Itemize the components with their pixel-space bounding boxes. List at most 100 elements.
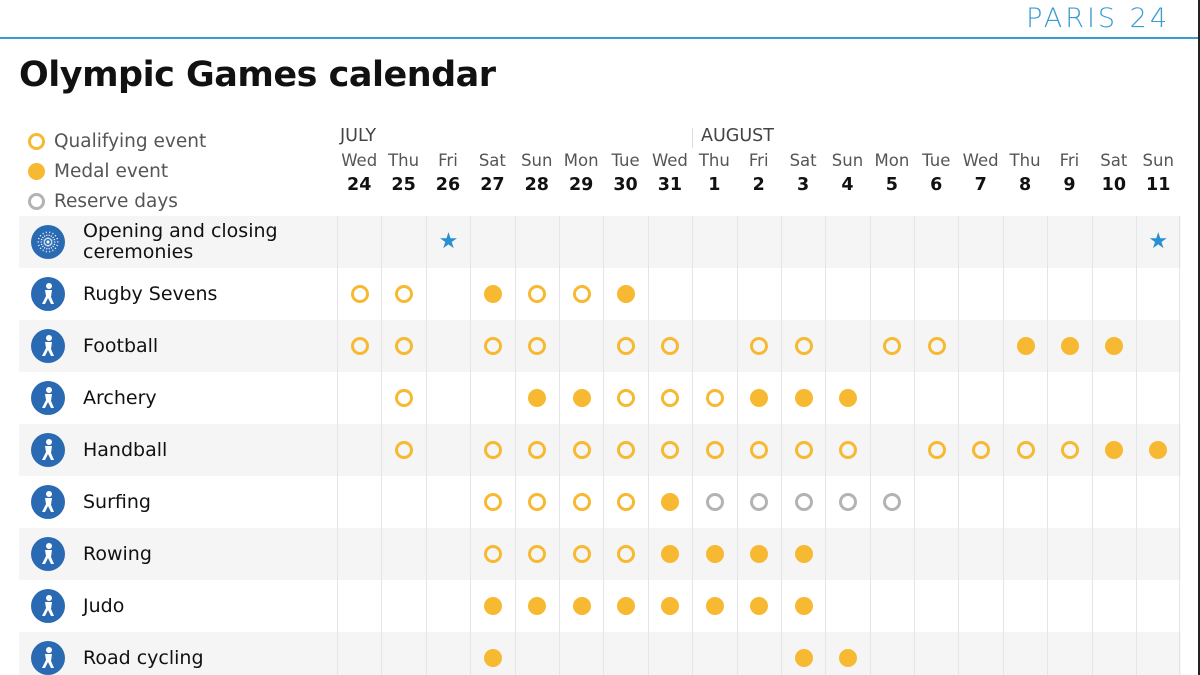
calendar-cell: [692, 216, 736, 268]
reserve-marker-icon: [28, 192, 45, 210]
calendar-cell: [337, 268, 381, 320]
calendar-cell: [558, 632, 603, 675]
day-number: 3: [797, 175, 810, 195]
calendar-cell: [337, 528, 381, 580]
qualifying-marker-icon: [794, 337, 813, 355]
day-name: Tue: [611, 151, 640, 170]
sport-row: Road cycling: [19, 632, 1181, 675]
day-column-header: Thu 1: [692, 150, 736, 198]
day-number: 2: [752, 175, 765, 195]
day-column-header: Tue 6: [914, 150, 958, 198]
calendar-cell: [825, 476, 869, 528]
qualifying-marker-icon: [750, 441, 769, 459]
day-name: Sat: [1100, 151, 1128, 170]
sport-name: Rowing: [83, 542, 152, 565]
calendar-cell: [514, 268, 559, 320]
calendar-cell: [825, 528, 869, 580]
medal-marker-icon: [794, 389, 813, 407]
calendar-cell: [470, 216, 514, 268]
calendar-cell: [381, 476, 425, 528]
day-number: 8: [1018, 175, 1032, 195]
calendar-cell: [337, 476, 381, 528]
day-name: Mon: [563, 151, 599, 170]
calendar-cell: [470, 528, 514, 580]
day-header: Wed 24 Thu 25 Fri 26 Sat 27 Sun 28 Mon 29 Tue 30 Wed 31…: [337, 150, 1180, 198]
day-column-header: Sat 27: [470, 150, 514, 198]
qualifying-marker-icon: [705, 389, 724, 407]
calendar-cell: [869, 424, 914, 476]
sport-label: Football: [19, 320, 337, 372]
calendar-cell: [603, 476, 647, 528]
day-number: 9: [1063, 175, 1076, 195]
calendar-cell: [425, 320, 470, 372]
calendar-cell: [692, 476, 736, 528]
qualifying-marker-icon: [617, 389, 636, 407]
qualifying-marker-icon: [350, 337, 369, 355]
calendar-cell: [958, 216, 1002, 268]
calendar-cell: [603, 528, 647, 580]
day-column-header: Sat 3: [781, 150, 825, 198]
calendar-cell: [869, 632, 914, 675]
qualifying-marker-icon: [927, 441, 946, 459]
sport-label: Archery: [19, 372, 337, 424]
qualifying-marker-icon: [528, 493, 547, 511]
calendar-cell: [1002, 580, 1047, 632]
medal-marker-icon: [483, 285, 502, 303]
calendar-cell: [736, 528, 781, 580]
calendar-cell: [1002, 320, 1047, 372]
sport-label: Road cycling: [19, 632, 337, 675]
calendar-cell: [558, 580, 603, 632]
medal-marker-icon: [794, 649, 813, 667]
day-name: Wed: [651, 151, 688, 170]
qualifying-marker-icon: [572, 493, 591, 511]
medal-marker-icon: [528, 597, 547, 615]
qualifying-marker-icon: [528, 545, 547, 563]
calendar-cell: [780, 320, 825, 372]
sport-name: Rugby Sevens: [83, 282, 218, 305]
calendar-cell: [825, 268, 869, 320]
calendar-cell: [914, 268, 958, 320]
calendar-cell: [825, 372, 869, 424]
calendar-cell: [958, 528, 1002, 580]
day-number: 11: [1146, 175, 1171, 195]
calendar-cell: [381, 528, 425, 580]
page-title: Olympic Games calendar: [19, 55, 496, 95]
calendar-cell: [1091, 580, 1136, 632]
day-column-header: Sat 10: [1092, 150, 1136, 198]
sport-label: Surfing: [19, 476, 337, 528]
qualifying-marker-icon: [661, 337, 680, 355]
qualifying-marker-icon: [617, 545, 636, 563]
day-cells: [337, 632, 1181, 675]
calendar-cell: [558, 216, 603, 268]
calendar-cell: [780, 476, 825, 528]
calendar-cell: [1002, 372, 1047, 424]
sport-label: Opening and closing ceremonies: [19, 216, 337, 268]
calendar-cell: ★: [425, 216, 470, 268]
calendar-cell: [1091, 216, 1136, 268]
calendar-cell: [470, 268, 514, 320]
qualifying-marker-icon: [572, 545, 591, 563]
day-number: 28: [524, 175, 549, 195]
medal-marker-icon: [617, 597, 636, 615]
qualifying-marker-icon: [617, 441, 636, 459]
calendar-cell: [425, 424, 470, 476]
calendar-cell: [470, 632, 514, 675]
day-name: Sat: [478, 151, 506, 170]
calendar-cell: [1136, 580, 1181, 632]
medal-marker-icon: [661, 493, 680, 511]
calendar-cell: [958, 424, 1002, 476]
calendar-cell: [603, 632, 647, 675]
calendar-cell: ★: [1136, 216, 1181, 268]
day-column-header: Sun 4: [825, 150, 869, 198]
sport-row: Football: [19, 320, 1181, 372]
calendar-cell: [1047, 476, 1091, 528]
medal-marker-icon: [483, 649, 502, 667]
day-cells: [337, 476, 1181, 528]
calendar-cell: [914, 476, 958, 528]
calendar-cell: [337, 216, 381, 268]
calendar-cell: [1047, 632, 1091, 675]
calendar-cell: [603, 372, 647, 424]
qualifying-marker-icon: [750, 337, 769, 355]
day-number: 29: [568, 175, 594, 195]
sport-name: Handball: [83, 438, 168, 461]
